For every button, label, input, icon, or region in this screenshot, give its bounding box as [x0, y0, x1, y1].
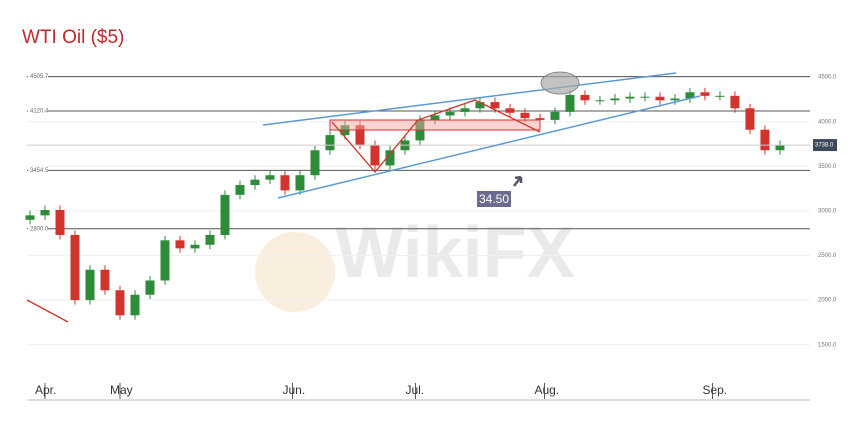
candle-body [160, 240, 170, 281]
x-tick-label: Jun. [282, 383, 305, 397]
candle-body [310, 150, 320, 176]
candle-body [355, 125, 365, 145]
zone-box [329, 119, 541, 131]
y-tick-label: 3500.0 [818, 164, 837, 170]
candle-body [565, 94, 575, 112]
candle-body [700, 92, 710, 96]
candle-body [100, 269, 110, 291]
candle-body [775, 145, 785, 151]
level-label-bg [28, 72, 48, 81]
candle-body [385, 150, 395, 166]
level-label-bg [28, 106, 48, 115]
pattern-line [331, 99, 541, 174]
candle-body [175, 240, 185, 249]
annotation-box [477, 191, 511, 207]
candle-body [730, 95, 740, 109]
candle-body [460, 108, 470, 112]
level-label: 2800.0 [30, 226, 49, 232]
candle-body [205, 234, 215, 245]
y-tick-label: 2000.0 [818, 298, 837, 304]
y-tick-label: 1500.0 [818, 342, 837, 348]
candle-body [535, 118, 545, 120]
candle-body [220, 194, 230, 235]
candle-body [85, 269, 95, 301]
candle-body [190, 244, 200, 249]
x-tick-label: Sep. [702, 383, 727, 397]
y-tick-label: 2500.0 [818, 253, 837, 259]
candle-body [550, 111, 560, 120]
candle-body [610, 98, 620, 101]
candle-body [580, 94, 590, 101]
trend-line [277, 95, 701, 199]
y-tick-label: 4000.0 [818, 119, 837, 125]
candle-body [370, 144, 380, 166]
level-label: 3454.5 [30, 168, 49, 174]
level-label-bg [28, 166, 48, 175]
level-label-bg [28, 224, 48, 233]
watermark-logo [255, 232, 335, 312]
candle-body [745, 108, 755, 130]
candle-body [40, 210, 50, 216]
candle-body [595, 100, 605, 102]
candle-body [475, 102, 485, 109]
candle-body [25, 215, 35, 220]
candle-body [235, 185, 245, 195]
trend-line [262, 72, 677, 126]
candle-body [115, 290, 125, 316]
watermark: WikiFX [335, 213, 574, 293]
candle-body [265, 175, 275, 180]
candle-body [445, 111, 455, 116]
candle-body [760, 129, 770, 151]
candle-body [655, 96, 665, 101]
candle-body [640, 96, 650, 98]
last-price-bg [813, 139, 837, 152]
x-tick-label: Aug. [534, 383, 559, 397]
x-tick-label: Jul. [405, 383, 424, 397]
last-price-label: 3738.0 [815, 143, 834, 149]
pattern-line [26, 299, 69, 323]
candle-body [685, 92, 695, 99]
candle-body [250, 179, 260, 186]
level-label: 4505.7 [30, 74, 49, 80]
candle-body [715, 95, 725, 97]
candle-body [670, 98, 680, 101]
x-tick-label: Apr. [35, 383, 56, 397]
highlight [540, 71, 580, 95]
candle-body [490, 102, 500, 109]
candle-body [130, 294, 140, 316]
candle-body [505, 108, 515, 113]
candle-body [145, 280, 155, 295]
candle-body [430, 115, 440, 120]
candle-body [55, 210, 65, 235]
annotation: 34.50 [479, 192, 509, 206]
candle-body [520, 112, 530, 119]
level-label: 4120.4 [30, 109, 49, 115]
candle-body [295, 175, 305, 191]
x-tick-label: May [110, 383, 133, 397]
y-tick-label: 4500.0 [818, 75, 837, 81]
y-tick-label: 3000.0 [818, 208, 837, 214]
candle-body [280, 175, 290, 191]
arrow [513, 175, 523, 187]
chart-title: WTI Oil ($5) [22, 27, 124, 48]
candle-body [625, 96, 635, 99]
candle-body [70, 234, 80, 301]
candle-body [325, 135, 335, 151]
